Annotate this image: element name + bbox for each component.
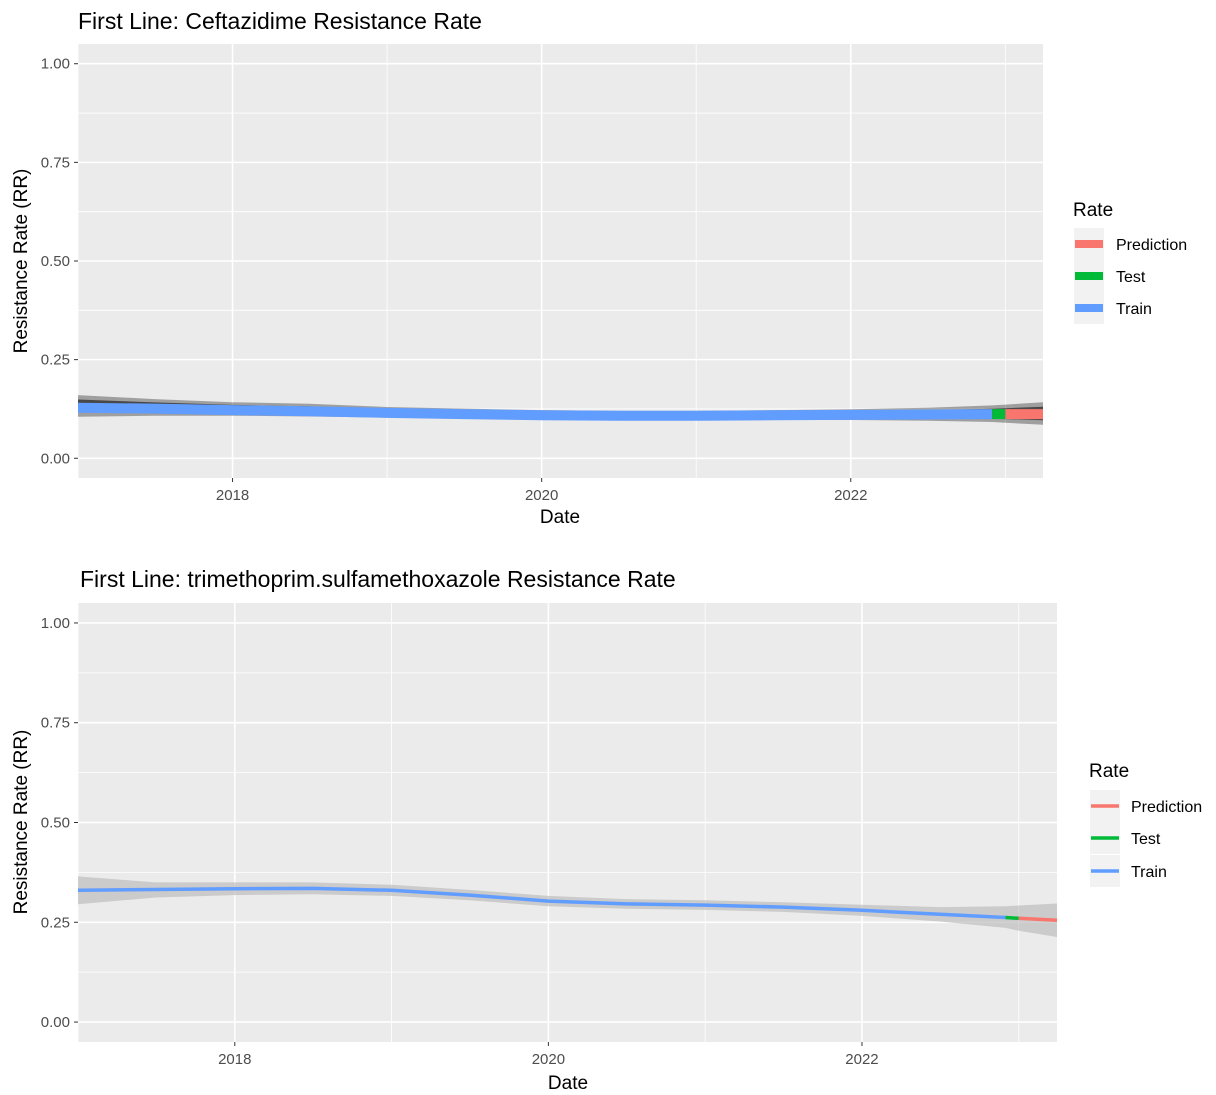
chart-panel-ceftazidime: First Line: Ceftazidime Resistance Rate … bbox=[0, 0, 1216, 540]
series-line-train bbox=[77, 402, 993, 421]
x-axis-ticks: 2018 2020 2022 bbox=[216, 478, 867, 504]
y-tick-label: 0.25 bbox=[41, 914, 70, 931]
legend-key-test bbox=[1091, 836, 1119, 840]
legend-key-prediction bbox=[1091, 804, 1119, 808]
y-axis-ticks: 0.00 0.25 0.50 0.75 1.00 bbox=[41, 615, 78, 1031]
legend-label-prediction: Prediction bbox=[1116, 237, 1187, 254]
chart-title: First Line: trimethoprim.sulfamethoxazol… bbox=[80, 566, 676, 592]
x-tick-label: 2022 bbox=[845, 1051, 878, 1068]
legend-key-train bbox=[1075, 304, 1103, 312]
y-axis-ticks: 0.00 0.25 0.50 0.75 1.00 bbox=[41, 56, 78, 467]
series-line-test bbox=[1005, 915, 1019, 921]
x-tick-label: 2020 bbox=[532, 1051, 565, 1068]
chart-svg: First Line: trimethoprim.sulfamethoxazol… bbox=[11, 566, 1202, 1094]
x-axis-title: Date bbox=[548, 1073, 588, 1094]
chart-title: First Line: Ceftazidime Resistance Rate bbox=[78, 8, 482, 34]
grid-lines bbox=[77, 603, 1057, 1042]
legend-label-test: Test bbox=[1116, 269, 1146, 286]
series-lines bbox=[77, 886, 1058, 923]
y-tick-label: 0.25 bbox=[41, 352, 70, 369]
legend-label-prediction: Prediction bbox=[1131, 799, 1202, 816]
legend-label-test: Test bbox=[1131, 831, 1161, 848]
series-line-train bbox=[77, 886, 1006, 920]
series-line-prediction bbox=[1018, 916, 1058, 923]
legend-key-prediction bbox=[1075, 240, 1103, 248]
legend-title: Rate bbox=[1073, 200, 1113, 221]
x-axis-ticks: 2018 2020 2022 bbox=[218, 1042, 879, 1068]
series-lines bbox=[77, 402, 1043, 421]
y-axis-title: Resistance Rate (RR) bbox=[11, 169, 32, 354]
x-tick-label: 2018 bbox=[216, 487, 249, 504]
legend-key-train bbox=[1091, 869, 1119, 873]
y-tick-label: 1.00 bbox=[41, 615, 70, 632]
legend-key-test bbox=[1075, 272, 1103, 280]
y-tick-label: 0.50 bbox=[41, 253, 70, 270]
legend-title: Rate bbox=[1089, 761, 1129, 782]
legend-label-train: Train bbox=[1131, 864, 1167, 881]
legend-label-train: Train bbox=[1116, 301, 1152, 318]
y-tick-label: 0.75 bbox=[41, 154, 70, 171]
x-axis-title: Date bbox=[540, 507, 580, 528]
y-tick-label: 0.00 bbox=[41, 450, 70, 467]
x-tick-label: 2020 bbox=[525, 487, 558, 504]
y-tick-label: 0.50 bbox=[41, 815, 70, 832]
chart-svg: First Line: Ceftazidime Resistance Rate … bbox=[11, 8, 1187, 528]
x-tick-label: 2022 bbox=[834, 487, 867, 504]
y-tick-label: 0.00 bbox=[41, 1014, 70, 1031]
chart-panel-tmp-smx: First Line: trimethoprim.sulfamethoxazol… bbox=[0, 558, 1216, 1095]
y-axis-title: Resistance Rate (RR) bbox=[11, 730, 32, 915]
y-tick-label: 0.75 bbox=[41, 715, 70, 732]
y-tick-label: 1.00 bbox=[41, 56, 70, 73]
x-tick-label: 2018 bbox=[218, 1051, 251, 1068]
